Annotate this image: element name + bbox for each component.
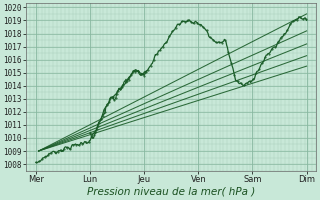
X-axis label: Pression niveau de la mer( hPa ): Pression niveau de la mer( hPa ) bbox=[87, 187, 255, 197]
